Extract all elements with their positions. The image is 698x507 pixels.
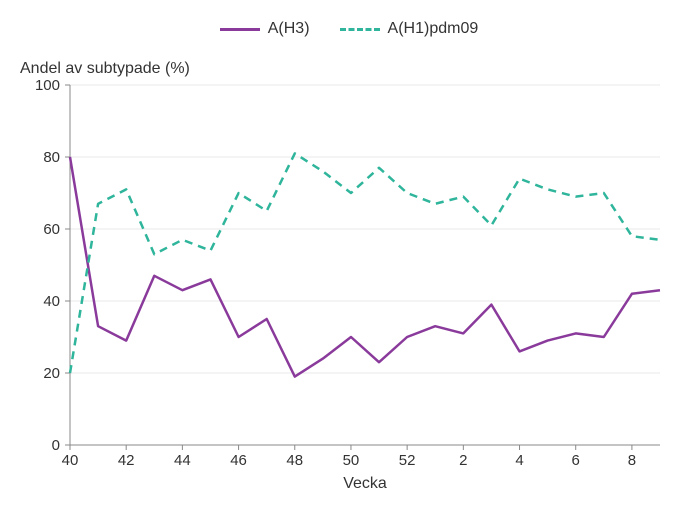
legend-label-ah1: A(H1)pdm09 <box>388 20 479 38</box>
svg-text:20: 20 <box>43 365 60 382</box>
x-axis-title: Vecka <box>70 475 660 493</box>
svg-text:80: 80 <box>43 149 60 166</box>
legend-swatch-ah1 <box>340 28 380 31</box>
legend-item-ah1: A(H1)pdm09 <box>340 20 479 38</box>
svg-text:40: 40 <box>43 293 60 310</box>
svg-text:4: 4 <box>515 452 523 469</box>
svg-text:50: 50 <box>343 452 360 469</box>
svg-text:60: 60 <box>43 221 60 238</box>
legend: A(H3) A(H1)pdm09 <box>0 20 698 38</box>
svg-text:100: 100 <box>35 77 60 94</box>
legend-label-ah3: A(H3) <box>268 20 310 38</box>
chart-container: A(H3) A(H1)pdm09 Andel av subtypade (%) … <box>0 0 698 507</box>
svg-text:44: 44 <box>174 452 191 469</box>
svg-text:42: 42 <box>118 452 135 469</box>
svg-text:2: 2 <box>459 452 467 469</box>
svg-text:6: 6 <box>572 452 580 469</box>
svg-text:52: 52 <box>399 452 416 469</box>
svg-text:48: 48 <box>286 452 303 469</box>
legend-item-ah3: A(H3) <box>220 20 310 38</box>
y-axis-title: Andel av subtypade (%) <box>20 60 190 78</box>
svg-text:8: 8 <box>628 452 636 469</box>
legend-swatch-ah3 <box>220 28 260 31</box>
svg-text:0: 0 <box>52 437 60 454</box>
svg-text:40: 40 <box>62 452 79 469</box>
svg-text:46: 46 <box>230 452 247 469</box>
